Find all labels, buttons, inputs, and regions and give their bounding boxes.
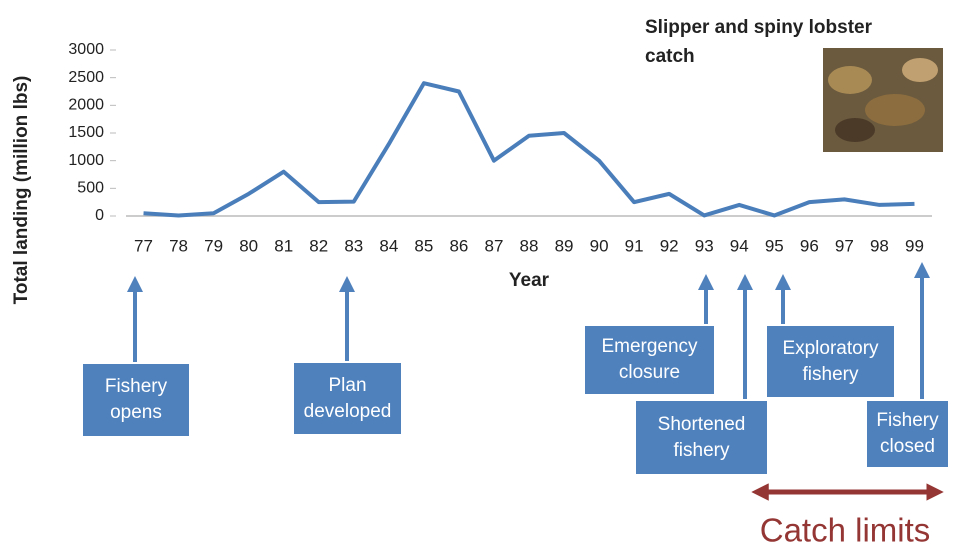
y-tick-label: 3000 [68,41,104,58]
y-tick-label: 1500 [68,124,104,141]
x-tick-label: 85 [414,236,433,255]
x-tick-label: 96 [800,236,819,255]
y-tick-label: 0 [95,207,104,224]
x-tick-label: 99 [905,236,924,255]
x-tick-label: 98 [870,236,889,255]
x-tick-label: 92 [660,236,679,255]
x-tick-label: 77 [134,236,153,255]
x-tick-label: 80 [239,236,258,255]
x-tick-label: 86 [449,236,468,255]
x-tick-label: 89 [555,236,574,255]
x-tick-label: 81 [274,236,293,255]
annotation-box: Exploratory fishery [765,324,896,399]
photo [823,48,943,152]
annotation-box: Fishery closed [865,399,950,469]
y-tick-label: 500 [77,180,104,197]
data-line [144,83,915,215]
x-tick-label: 78 [169,236,188,255]
x-tick-label: 84 [379,236,398,255]
x-tick-label: 97 [835,236,854,255]
catch-limits-label: Catch limits [760,512,931,549]
x-axis-label: Year [509,270,550,291]
annotation-box: Shortened fishery [634,399,769,476]
x-tick-label: 90 [590,236,609,255]
chart: Slipper and spiny lobstercatch Year Tota… [0,0,967,554]
x-tick-label: 93 [695,236,714,255]
annotation-box: Fishery opens [81,362,191,438]
annotation-box: Emergency closure [583,324,716,396]
x-tick-label: 83 [344,236,363,255]
y-tick-label: 2500 [68,69,104,86]
x-tick-label: 94 [730,236,749,255]
x-tick-label: 88 [520,236,539,255]
x-tick-label: 87 [484,236,503,255]
y-axis-label: Total landing (million lbs) [11,76,32,305]
y-tick-label: 2000 [68,97,104,114]
y-tick-label: 1000 [68,152,104,169]
x-tick-label: 82 [309,236,328,255]
page: Slipper and spiny lobstercatch Year Tota… [0,0,967,554]
annotation-box: Plan developed [292,361,403,436]
x-tick-label: 95 [765,236,784,255]
x-tick-label: 91 [625,236,644,255]
x-tick-label: 79 [204,236,223,255]
